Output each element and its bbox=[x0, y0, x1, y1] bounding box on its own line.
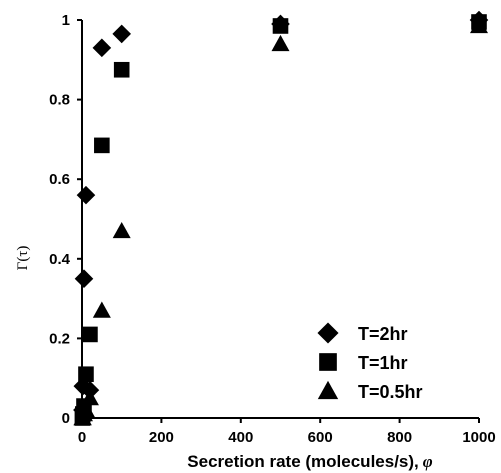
x-ticks: 0 200 400 600 800 1000 bbox=[78, 418, 496, 446]
data-point-triangle bbox=[271, 34, 290, 52]
y-tick-label: 1 bbox=[62, 12, 70, 29]
x-axis-symbol: φ bbox=[423, 452, 433, 471]
x-tick-label: 400 bbox=[228, 429, 253, 446]
data-point-square bbox=[113, 61, 130, 78]
legend-label: T=0.5hr bbox=[358, 382, 423, 402]
x-tick-label: 0 bbox=[78, 429, 86, 446]
legend: T=2hr T=1hr T=0.5hr bbox=[317, 322, 423, 402]
data-point-triangle bbox=[112, 221, 131, 239]
legend-label: T=2hr bbox=[358, 324, 408, 344]
data-points bbox=[73, 10, 489, 426]
series-diamond bbox=[73, 10, 489, 420]
y-tick-label: 0.8 bbox=[49, 92, 70, 109]
x-axis-title-text: Secretion rate (molecules/s), bbox=[187, 452, 418, 471]
y-axis-title: Γ(τ) bbox=[15, 246, 31, 271]
legend-label: T=1hr bbox=[358, 353, 408, 373]
data-point-triangle bbox=[470, 16, 488, 34]
data-point-square bbox=[82, 326, 98, 343]
data-point-triangle bbox=[76, 401, 95, 418]
data-point-diamond bbox=[74, 269, 94, 288]
series-triangle bbox=[73, 16, 488, 426]
data-point-triangle bbox=[80, 389, 99, 406]
data-point-diamond bbox=[92, 38, 112, 58]
data-point-triangle bbox=[92, 301, 111, 318]
data-point-square bbox=[272, 18, 289, 34]
series-square bbox=[74, 14, 487, 426]
y-tick-label: 0.2 bbox=[49, 330, 70, 347]
legend-marker-triangle bbox=[317, 380, 339, 400]
x-tick-label: 600 bbox=[308, 429, 333, 446]
data-point-square bbox=[78, 366, 94, 383]
x-tick-label: 800 bbox=[387, 429, 412, 446]
y-tick-label: 0.4 bbox=[49, 251, 71, 268]
y-tick-label: 0.6 bbox=[49, 171, 70, 188]
y-ticks: 0 0.2 0.4 0.6 0.8 1 bbox=[49, 12, 82, 427]
legend-marker-square bbox=[319, 353, 337, 371]
y-tick-label: 0 bbox=[62, 410, 70, 427]
legend-marker-diamond bbox=[317, 322, 339, 344]
axes bbox=[78, 20, 479, 422]
data-point-diamond bbox=[112, 24, 131, 44]
x-tick-label: 1000 bbox=[462, 429, 495, 446]
x-tick-label: 200 bbox=[149, 429, 174, 446]
x-axis-title: Secretion rate (molecules/s), φ bbox=[187, 452, 432, 471]
data-point-diamond bbox=[76, 185, 96, 205]
data-point-square bbox=[94, 137, 110, 154]
